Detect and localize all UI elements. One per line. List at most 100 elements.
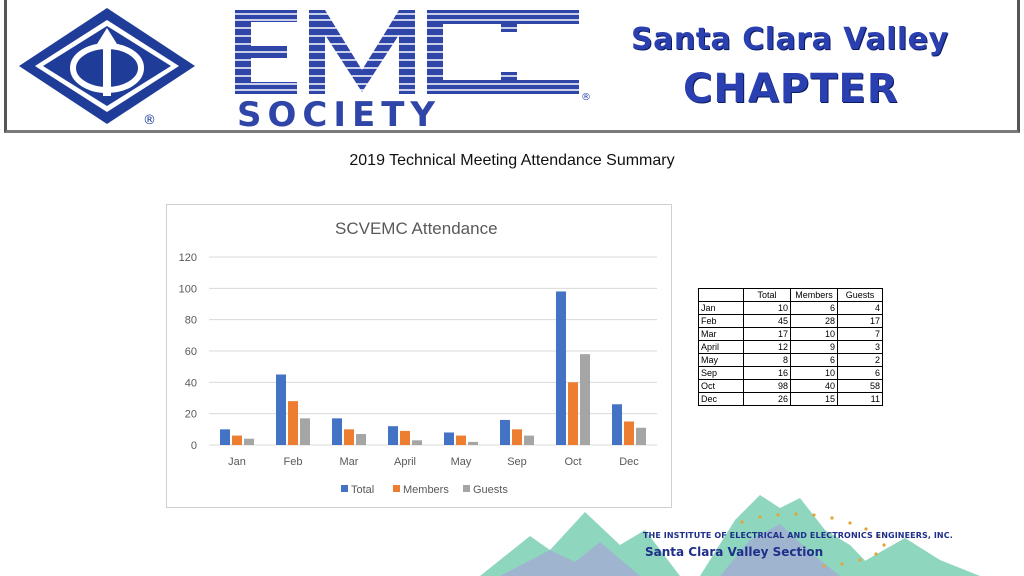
table-cell: Mar [698, 327, 744, 341]
table-cell: 3 [837, 340, 883, 354]
table-cell: 10 [790, 366, 838, 380]
table-cell: 12 [743, 340, 791, 354]
bar-members-mar [344, 429, 354, 445]
legend-swatch [463, 485, 470, 492]
table-cell: 4 [837, 301, 883, 315]
bar-guests-dec [636, 427, 646, 445]
y-tick-label: 40 [185, 377, 197, 389]
bar-total-jan [220, 429, 230, 445]
x-tick-label: Jan [228, 456, 246, 468]
table-cell: May [698, 353, 744, 367]
bar-guests-oct [580, 354, 590, 445]
bar-members-dec [624, 421, 634, 445]
ieee-section-name: Santa Clara Valley Section [645, 545, 824, 559]
registered-mark-emblem: ® [143, 113, 156, 128]
table-cell: Sep [698, 366, 744, 380]
table-cell: Feb [698, 314, 744, 328]
x-tick-label: April [394, 456, 416, 468]
table-cell: Oct [698, 379, 744, 393]
attendance-chart: SCVEMC Attendance 0 20 40 60 80 100 120 Jan Feb… [166, 204, 672, 508]
bar-guests-may [468, 441, 478, 445]
table-cell: 26 [743, 392, 791, 406]
x-tick-label: Mar [340, 456, 359, 468]
table-cell: 98 [743, 379, 791, 393]
attendance-table: Total Members Guests Jan 10 6 4 Feb 45 28 17 M… [698, 288, 883, 406]
ellipse-dots-icon [740, 512, 886, 568]
legend-label: Guests [473, 484, 508, 496]
y-tick-label: 60 [185, 346, 197, 358]
chapter-name-line1: Santa Clara Valley [631, 22, 949, 57]
table-cell: April [698, 340, 744, 354]
table-header-cell: Guests [837, 288, 883, 302]
bar-total-feb [276, 374, 286, 445]
table-cell: 17 [743, 327, 791, 341]
table-cell: 9 [790, 340, 838, 354]
header-banner: SOCIETY ® ® Santa Clara Valley CHAPTER [4, 0, 1020, 133]
table-cell: 6 [837, 366, 883, 380]
table-cell: Dec [698, 392, 744, 406]
mountain-icon [480, 512, 680, 576]
y-tick-label: 0 [191, 440, 197, 452]
table-cell: 6 [790, 301, 838, 315]
x-tick-label: Sep [507, 456, 527, 468]
y-tick-label: 120 [179, 252, 197, 264]
chart-title: SCVEMC Attendance [335, 219, 498, 238]
bar-members-oct [568, 382, 578, 445]
table-cell: 6 [790, 353, 838, 367]
bar-guests-april [412, 440, 422, 445]
table-cell: 45 [743, 314, 791, 328]
x-tick-label: Oct [564, 456, 581, 468]
ieee-mountain-logo [480, 495, 980, 576]
table-row: Sep 16 10 6 [698, 366, 883, 380]
bar-members-jan [232, 435, 242, 445]
table-cell: 7 [837, 327, 883, 341]
table-cell: 17 [837, 314, 883, 328]
bar-members-feb [288, 401, 298, 445]
page-title: 2019 Technical Meeting Attendance Summar… [349, 152, 675, 169]
bar-guests-sep [524, 435, 534, 445]
table-cell: 40 [790, 379, 838, 393]
table-row: May 8 6 2 [698, 353, 883, 367]
bar-total-mar [332, 418, 342, 445]
table-cell: 28 [790, 314, 838, 328]
emc-society-logo: SOCIETY ® ® [19, 8, 591, 130]
table-cell: 10 [790, 327, 838, 341]
x-tick-label: May [451, 456, 472, 468]
table-cell: 16 [743, 366, 791, 380]
attendance-chart-svg: SCVEMC Attendance 0 20 40 60 80 100 120 Jan Feb… [179, 219, 657, 496]
bar-total-may [444, 432, 454, 445]
x-tick-label: Dec [619, 456, 639, 468]
table-row: Mar 17 10 7 [698, 327, 883, 341]
table-header-row: Total Members Guests [698, 288, 883, 302]
table-header-cell [698, 288, 744, 302]
table-header-cell: Members [790, 288, 838, 302]
legend-label: Total [351, 484, 374, 496]
table-row: Oct 98 40 58 [698, 379, 883, 393]
y-tick-label: 80 [185, 315, 197, 327]
bar-guests-mar [356, 434, 366, 445]
y-tick-label: 20 [185, 409, 197, 421]
table-row: Feb 45 28 17 [698, 314, 883, 328]
table-cell: 15 [790, 392, 838, 406]
bar-members-sep [512, 429, 522, 445]
table-row: Dec 26 15 11 [698, 392, 883, 406]
registered-mark: ® [581, 92, 591, 103]
table-cell: 2 [837, 353, 883, 367]
bar-guests-feb [300, 418, 310, 445]
table-row: April 12 9 3 [698, 340, 883, 354]
bar-members-april [400, 430, 410, 445]
bar-guests-jan [244, 438, 254, 445]
table-header-cell: Total [743, 288, 791, 302]
table-cell: 8 [743, 353, 791, 367]
bar-total-oct [556, 291, 566, 445]
bar-total-sep [500, 419, 510, 445]
legend-swatch [341, 485, 348, 492]
bar-members-may [456, 435, 466, 445]
legend-label: Members [403, 484, 449, 496]
table-cell: 10 [743, 301, 791, 315]
bar-total-april [388, 426, 398, 445]
table-cell: 58 [837, 379, 883, 393]
y-tick-label: 100 [179, 283, 197, 295]
ieee-institute-name: THE INSTITUTE OF ELECTRICAL AND ELECTRON… [643, 531, 953, 540]
legend-swatch [393, 485, 400, 492]
